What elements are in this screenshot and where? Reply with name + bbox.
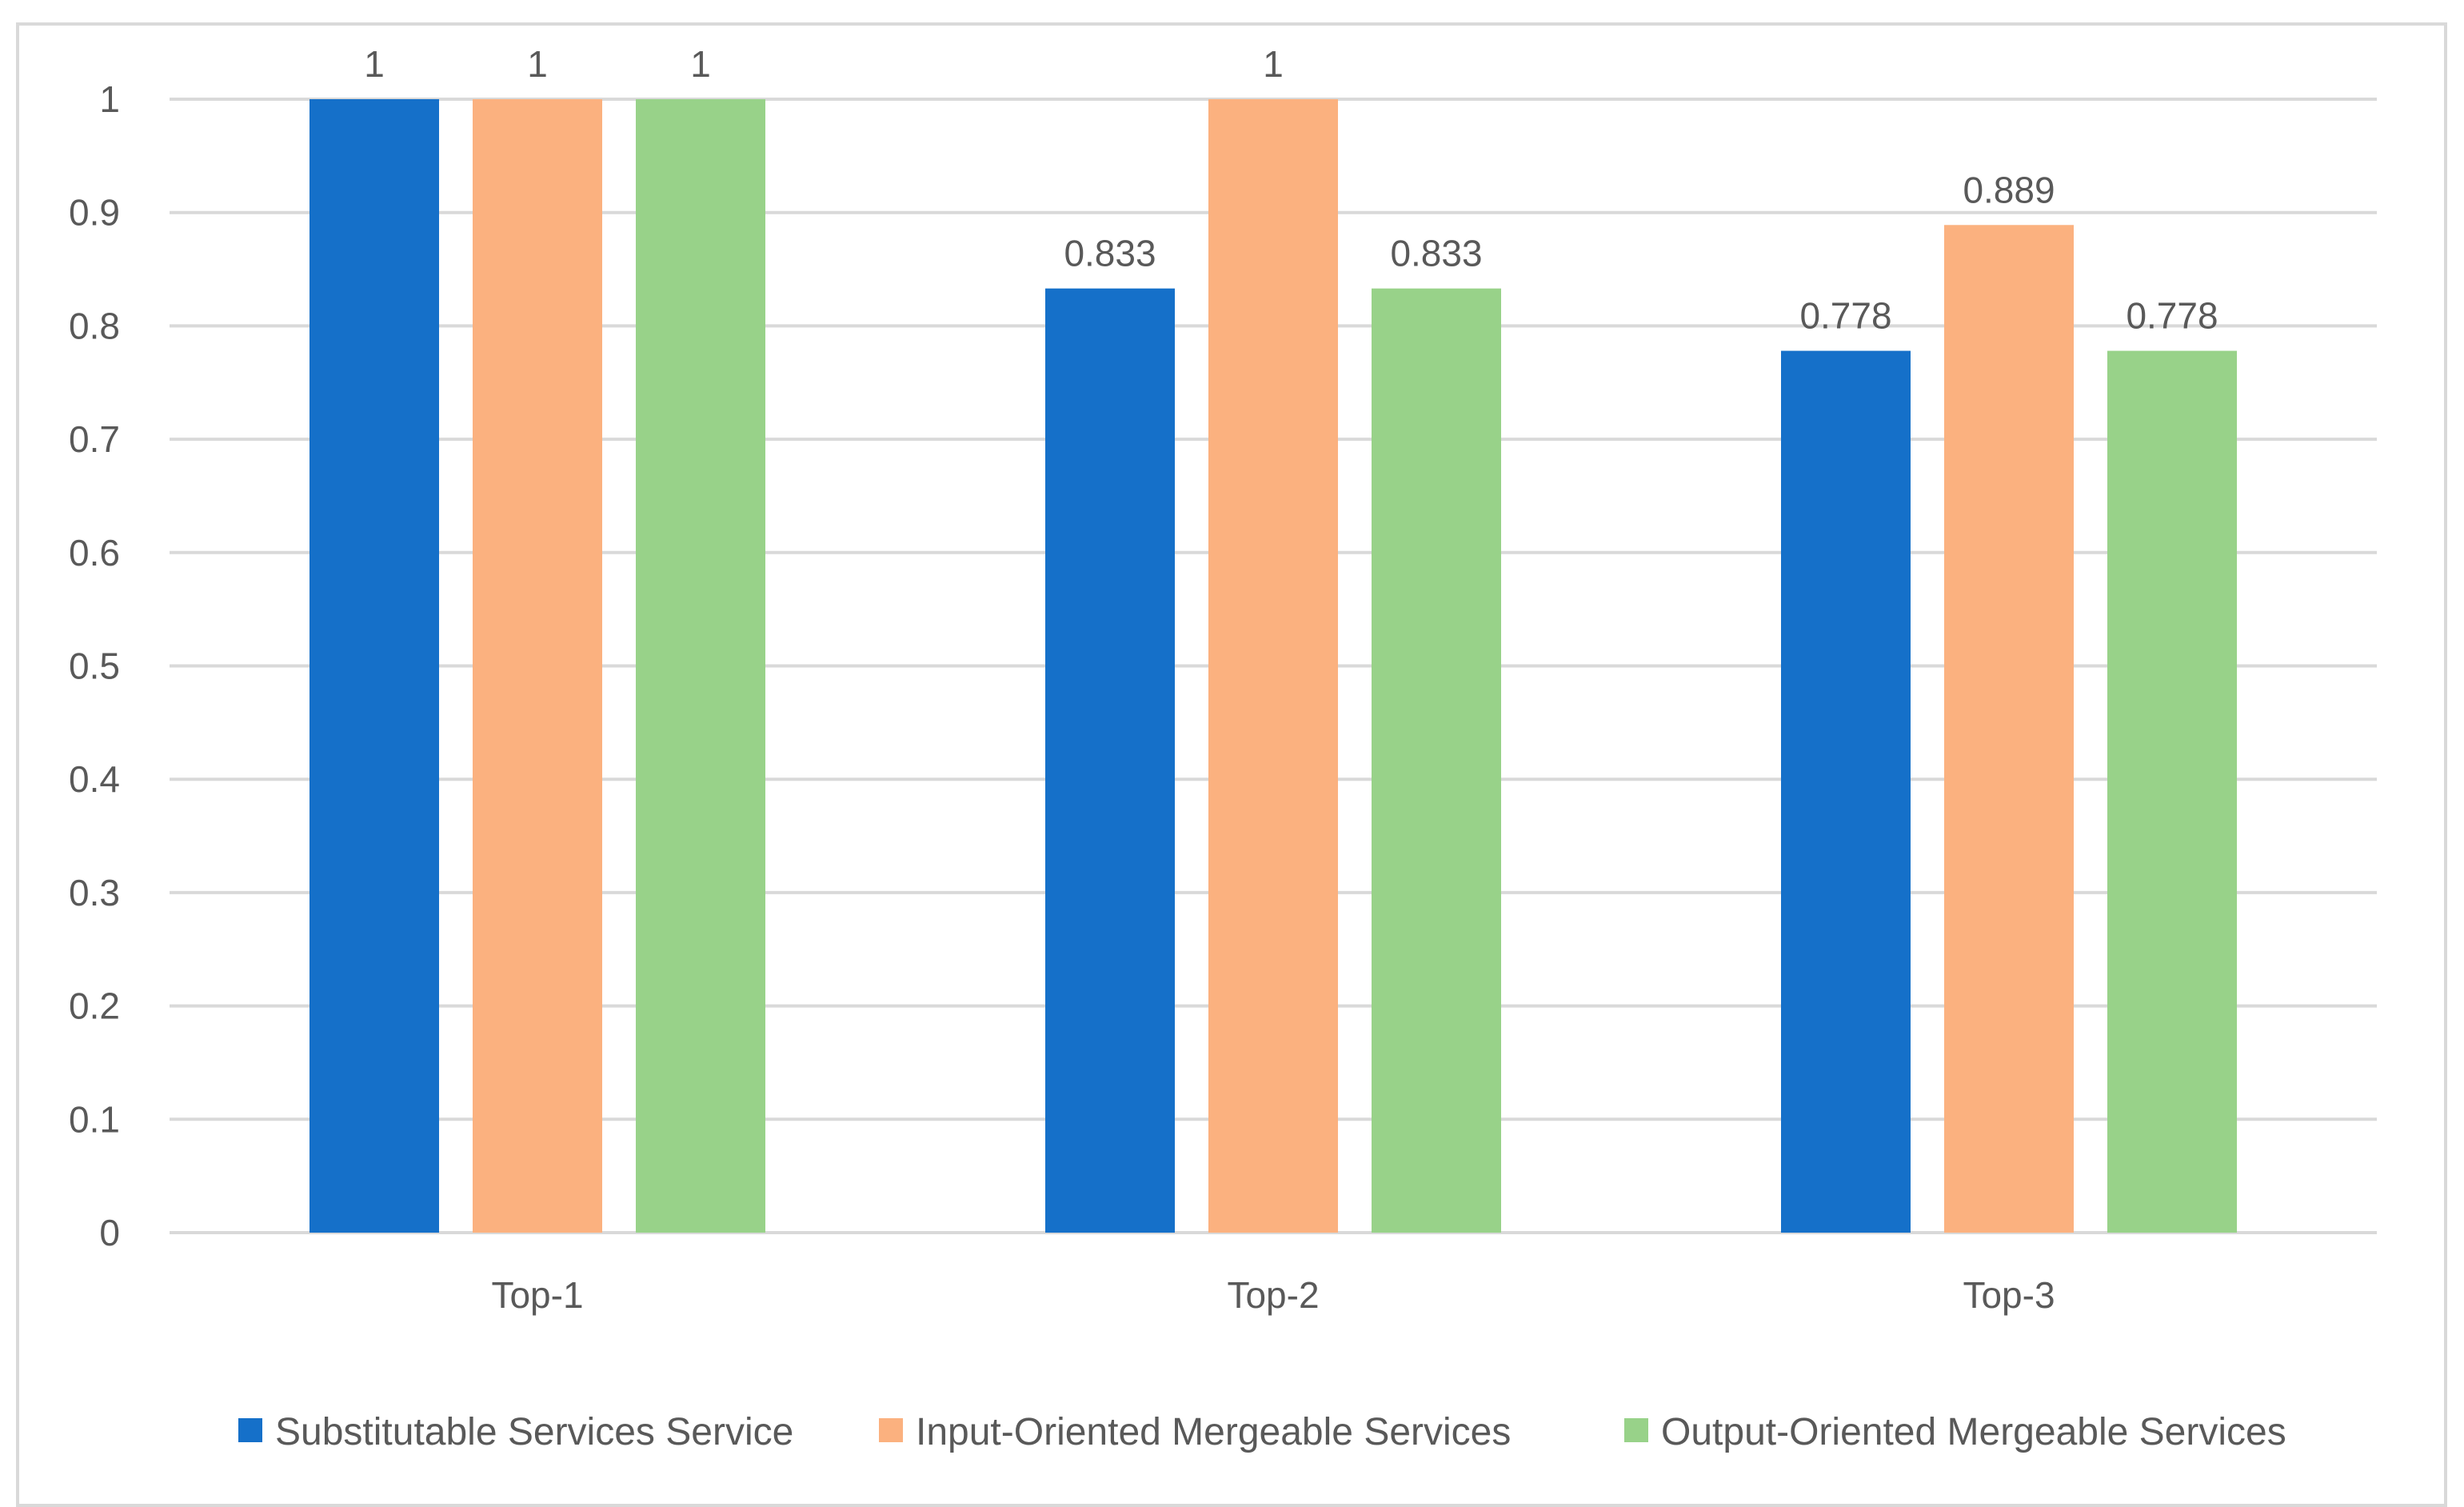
x-tick-label: Top-3 <box>1963 1274 2055 1316</box>
y-tick-label: 0.3 <box>69 872 120 913</box>
data-label: 1 <box>527 43 548 85</box>
y-tick-label: 0.1 <box>69 1098 120 1140</box>
legend-swatch <box>1624 1418 1648 1442</box>
y-axis: 0 0.1 0.2 0.3 0.4 0.5 0.6 0.7 0.8 0.9 1 <box>69 78 120 1253</box>
y-tick-label: 0.6 <box>69 532 120 574</box>
bar <box>636 99 765 1233</box>
data-label: 0.833 <box>1390 233 1482 274</box>
data-label: 0.889 <box>1963 169 2055 210</box>
data-label: 0.778 <box>2126 295 2218 337</box>
legend-swatch <box>238 1418 262 1442</box>
legend-swatch <box>879 1418 903 1442</box>
data-label: 0.833 <box>1064 233 1156 274</box>
bar <box>1944 225 2074 1233</box>
x-axis: Top-1 Top-2 Top-3 <box>491 1274 2055 1316</box>
bar <box>309 99 439 1233</box>
x-tick-label: Top-1 <box>491 1274 583 1316</box>
data-label: 0.778 <box>1799 295 1891 337</box>
data-label: 1 <box>364 43 385 85</box>
y-tick-label: 0.9 <box>69 192 120 234</box>
bar <box>1045 288 1175 1233</box>
data-labels: 1 1 1 0.833 1 0.833 0.778 0.889 0.778 <box>364 43 2218 337</box>
bar <box>1208 99 1338 1233</box>
y-tick-label: 0.5 <box>69 646 120 687</box>
legend-label: Substitutable Services Service <box>275 1411 793 1453</box>
y-tick-label: 1 <box>99 78 120 120</box>
x-tick-label: Top-2 <box>1227 1274 1319 1316</box>
data-label: 1 <box>1263 43 1284 85</box>
y-tick-label: 0.4 <box>69 758 120 800</box>
y-tick-label: 0.2 <box>69 985 120 1027</box>
y-tick-label: 0.8 <box>69 305 120 346</box>
legend: Substitutable Services Service Input-Orie… <box>238 1411 2286 1453</box>
legend-label: Input-Oriented Mergeable Services <box>916 1411 1511 1453</box>
bar <box>473 99 602 1233</box>
y-tick-label: 0.7 <box>69 418 120 460</box>
bar <box>1781 350 1911 1233</box>
bars <box>309 99 2237 1233</box>
bar <box>1372 288 1501 1233</box>
y-tick-label: 0 <box>99 1212 120 1253</box>
data-label: 1 <box>690 43 711 85</box>
bar <box>2107 350 2237 1233</box>
legend-label: Output-Oriented Mergeable Services <box>1661 1411 2286 1453</box>
